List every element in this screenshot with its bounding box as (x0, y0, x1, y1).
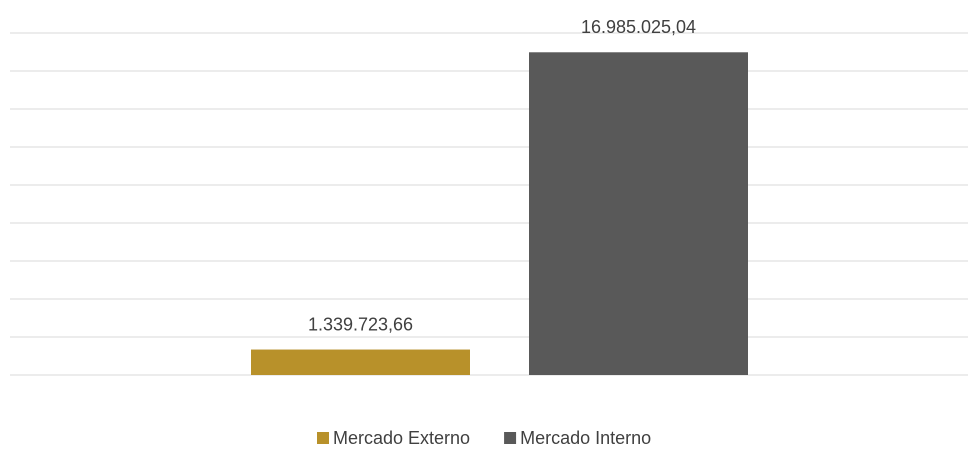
bar (529, 52, 748, 376)
data-label: 16.985.025,04 (581, 17, 696, 37)
bar (251, 349, 470, 375)
legend-label: Mercado Interno (520, 428, 651, 448)
legend-swatch (504, 432, 517, 444)
data-label: 1.339.723,66 (308, 314, 413, 334)
legend-swatch (317, 432, 329, 444)
legend-label: Mercado Externo (333, 428, 470, 448)
